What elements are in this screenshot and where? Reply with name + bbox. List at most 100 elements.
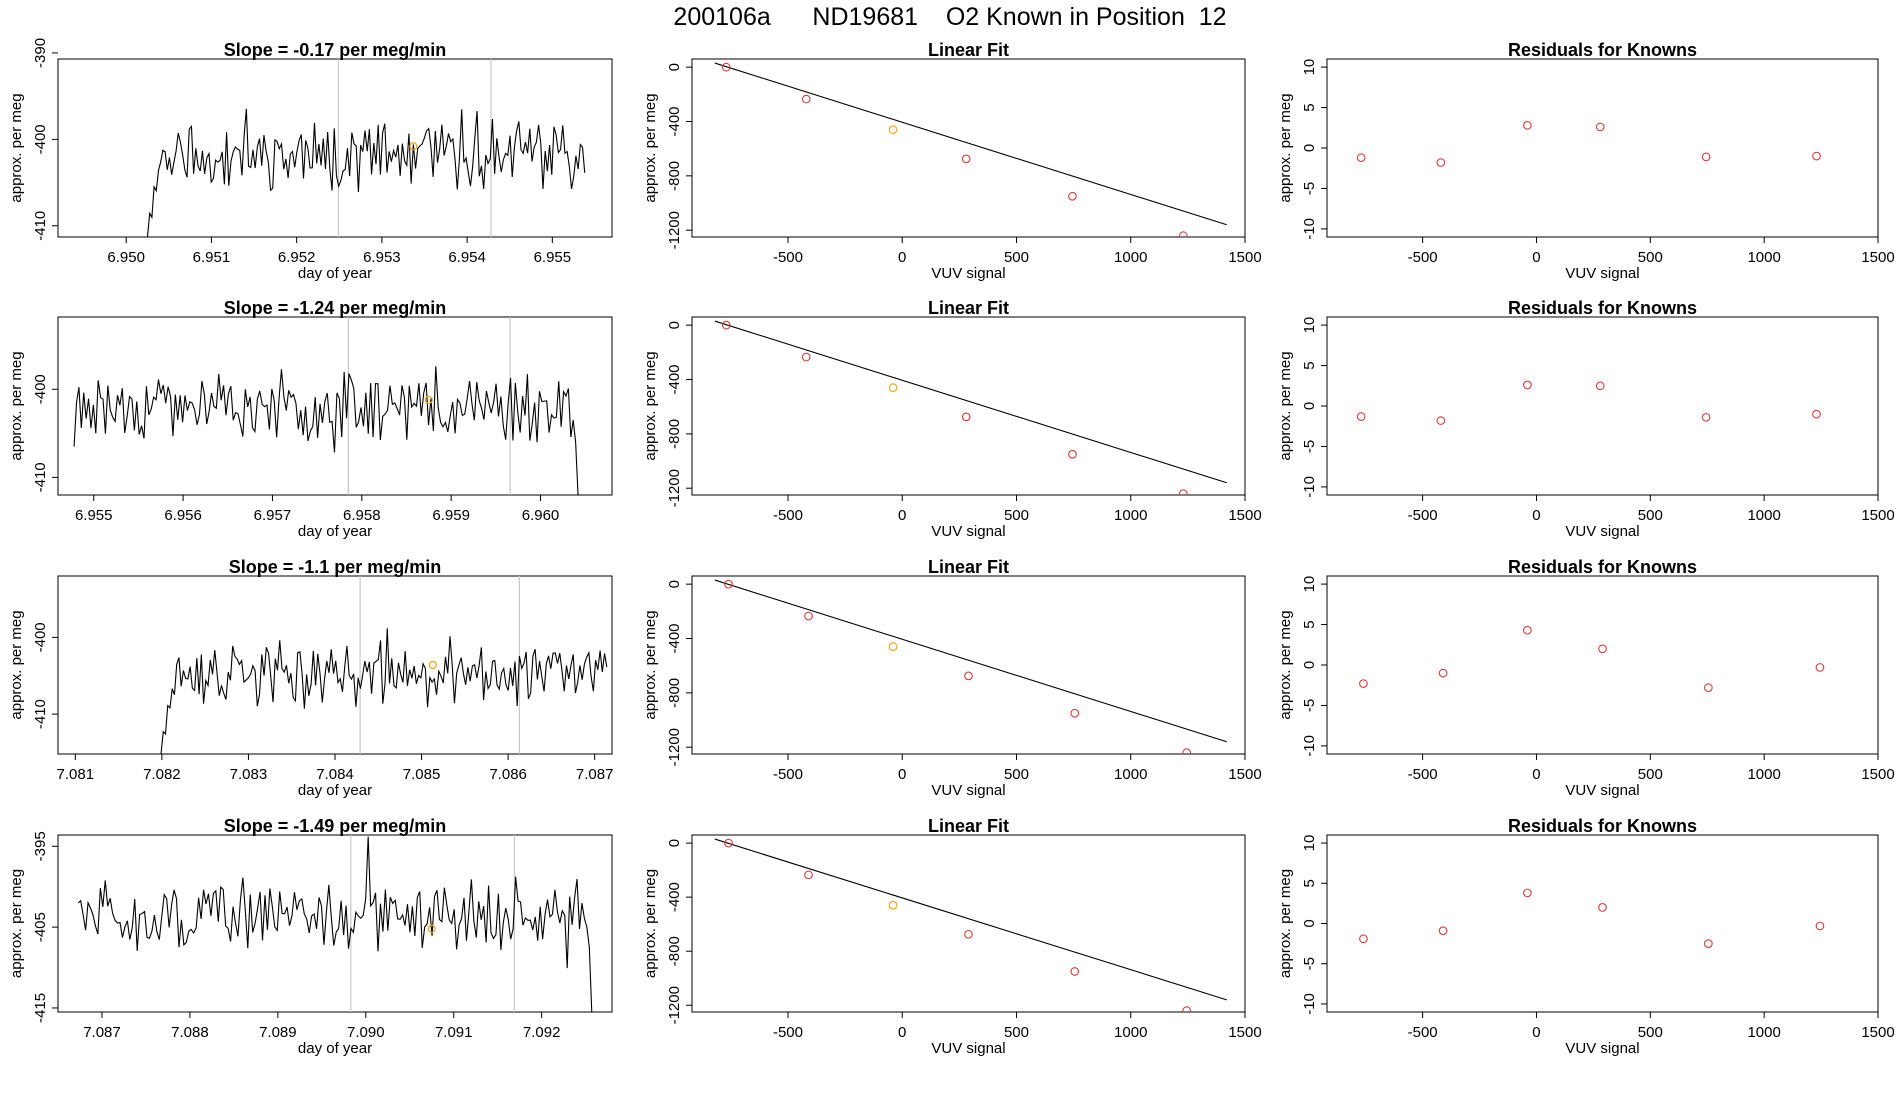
y-tick-label: -390 — [32, 38, 49, 68]
chart-panel-linear_fit-1: Linear Fit -500 0 500 1000 1500 VUV signal 0 -40… — [642, 40, 1262, 282]
chart-title: Slope = -1.24 per meg/min — [224, 298, 447, 318]
x-tick-label: 7.089 — [259, 1024, 297, 1041]
y-tick-label: 5 — [1301, 361, 1318, 369]
plot-frame — [691, 575, 1246, 755]
data-point — [1356, 153, 1366, 163]
plot-area — [1356, 380, 1821, 425]
plot-area — [1356, 120, 1821, 167]
x-tick-label: -500 — [773, 507, 803, 524]
x-axis-label: VUV signal — [931, 523, 1005, 540]
data-point — [1815, 663, 1825, 672]
data-point — [804, 611, 813, 621]
data-point — [1598, 644, 1607, 654]
x-tick-label: 1000 — [1747, 766, 1780, 783]
x-tick-label: 7.082 — [143, 766, 181, 783]
chart-title: Linear Fit — [928, 40, 1009, 60]
x-tick-label: 1000 — [1114, 249, 1147, 266]
chart-panel-timeseries-2: Slope = -1.24 per meg/min 6.955 6.956 6.957… — [8, 298, 613, 540]
plot-area — [1359, 888, 1825, 948]
data-point — [1595, 122, 1605, 132]
x-tick-label: -500 — [1408, 507, 1438, 524]
x-tick-label: 7.091 — [435, 1024, 473, 1041]
x-tick-label: 500 — [1004, 1024, 1029, 1041]
chart-panel-linear_fit-4: Linear Fit -500 0 500 1000 1500 VUV signal 0 -40… — [642, 816, 1262, 1057]
fit-line — [714, 62, 1227, 226]
data-point — [1070, 708, 1080, 718]
y-tick-label: -400 — [32, 622, 49, 652]
plot-area — [1359, 625, 1825, 693]
y-tick-label: 0 — [1301, 919, 1318, 927]
y-tick-label: -800 — [666, 678, 683, 708]
chart-title: Slope = -1.1 per meg/min — [229, 557, 442, 577]
data-point — [1523, 888, 1532, 898]
y-axis-label: approx. per meg — [642, 93, 659, 202]
x-tick-label: 1000 — [1747, 249, 1780, 266]
x-tick-label: 1500 — [1228, 249, 1261, 266]
y-tick-label: 10 — [1301, 317, 1318, 334]
y-tick-label: -395 — [32, 831, 49, 861]
fit-line — [714, 838, 1227, 1001]
y-tick-label: 5 — [1301, 620, 1318, 628]
x-tick-label: 6.955 — [75, 507, 113, 524]
x-tick-label: 1500 — [1861, 1024, 1894, 1041]
x-tick-label: -500 — [1408, 249, 1438, 266]
chart-panel-residuals-2: Residuals for Knowns -500 0 500 1000 1500 VUV … — [1277, 298, 1895, 540]
x-tick-label: -500 — [773, 1024, 803, 1041]
plot-area — [714, 838, 1227, 1012]
x-tick-label: 0 — [1532, 1024, 1540, 1041]
x-tick-label: 0 — [1532, 507, 1540, 524]
plot-area — [714, 579, 1227, 754]
x-tick-label: 6.956 — [164, 507, 202, 524]
data-point — [1812, 409, 1821, 419]
plot-frame — [1326, 316, 1879, 496]
y-tick-label: 0 — [666, 63, 683, 71]
x-tick-label: 1000 — [1114, 507, 1147, 524]
x-tick-label: 6.955 — [534, 249, 572, 266]
plot-frame — [1326, 575, 1879, 755]
plot-frame — [1326, 58, 1879, 238]
chart-panel-residuals-1: Residuals for Knowns -500 0 500 1000 1500 VUV … — [1277, 40, 1895, 282]
data-point — [801, 94, 811, 104]
x-axis-label: VUV signal — [1565, 782, 1639, 799]
y-tick-label: -400 — [666, 623, 683, 653]
chart-title: Linear Fit — [928, 298, 1009, 318]
x-tick-label: 500 — [1004, 766, 1029, 783]
plot-frame — [691, 58, 1246, 238]
y-tick-label: 0 — [1301, 661, 1318, 669]
data-point — [1359, 679, 1368, 688]
data-point — [1068, 449, 1077, 459]
data-point — [1701, 152, 1711, 162]
x-axis-label: VUV signal — [1565, 265, 1639, 282]
x-tick-label: 7.083 — [230, 766, 268, 783]
plot-frame — [691, 834, 1246, 1013]
x-tick-label: 6.957 — [254, 507, 292, 524]
series-line — [160, 628, 608, 754]
fit-line — [714, 579, 1227, 743]
x-tick-label: -500 — [773, 766, 803, 783]
y-tick-label: -5 — [1301, 957, 1318, 970]
y-tick-label: -400 — [32, 374, 49, 404]
y-tick-label: 0 — [666, 321, 683, 329]
y-tick-label: -400 — [666, 106, 683, 136]
y-tick-label: -10 — [1301, 476, 1318, 498]
chart-panel-residuals-3: Residuals for Knowns -500 0 500 1000 1500 VUV … — [1277, 557, 1895, 799]
y-tick-label: 0 — [1301, 144, 1318, 152]
y-tick-label: -800 — [666, 936, 683, 966]
x-axis-label: day of year — [298, 523, 372, 540]
y-axis-label: approx. per meg — [1277, 93, 1294, 202]
chart-title: Linear Fit — [928, 816, 1009, 836]
x-tick-label: 0 — [898, 1024, 906, 1041]
chart-title: Slope = -1.49 per meg/min — [224, 816, 447, 836]
data-point — [721, 320, 731, 330]
x-tick-label: 0 — [898, 249, 906, 266]
fit-line — [714, 320, 1227, 484]
highlight-point — [427, 924, 436, 933]
chart-title: Residuals for Knowns — [1508, 298, 1697, 318]
y-tick-label: -1200 — [666, 211, 683, 249]
y-tick-label: 5 — [1301, 879, 1318, 887]
data-point — [1438, 668, 1448, 678]
plot-frame — [1326, 834, 1879, 1013]
x-axis-label: VUV signal — [931, 782, 1005, 799]
x-tick-label: 6.960 — [522, 507, 560, 524]
y-tick-label: 0 — [666, 580, 683, 588]
